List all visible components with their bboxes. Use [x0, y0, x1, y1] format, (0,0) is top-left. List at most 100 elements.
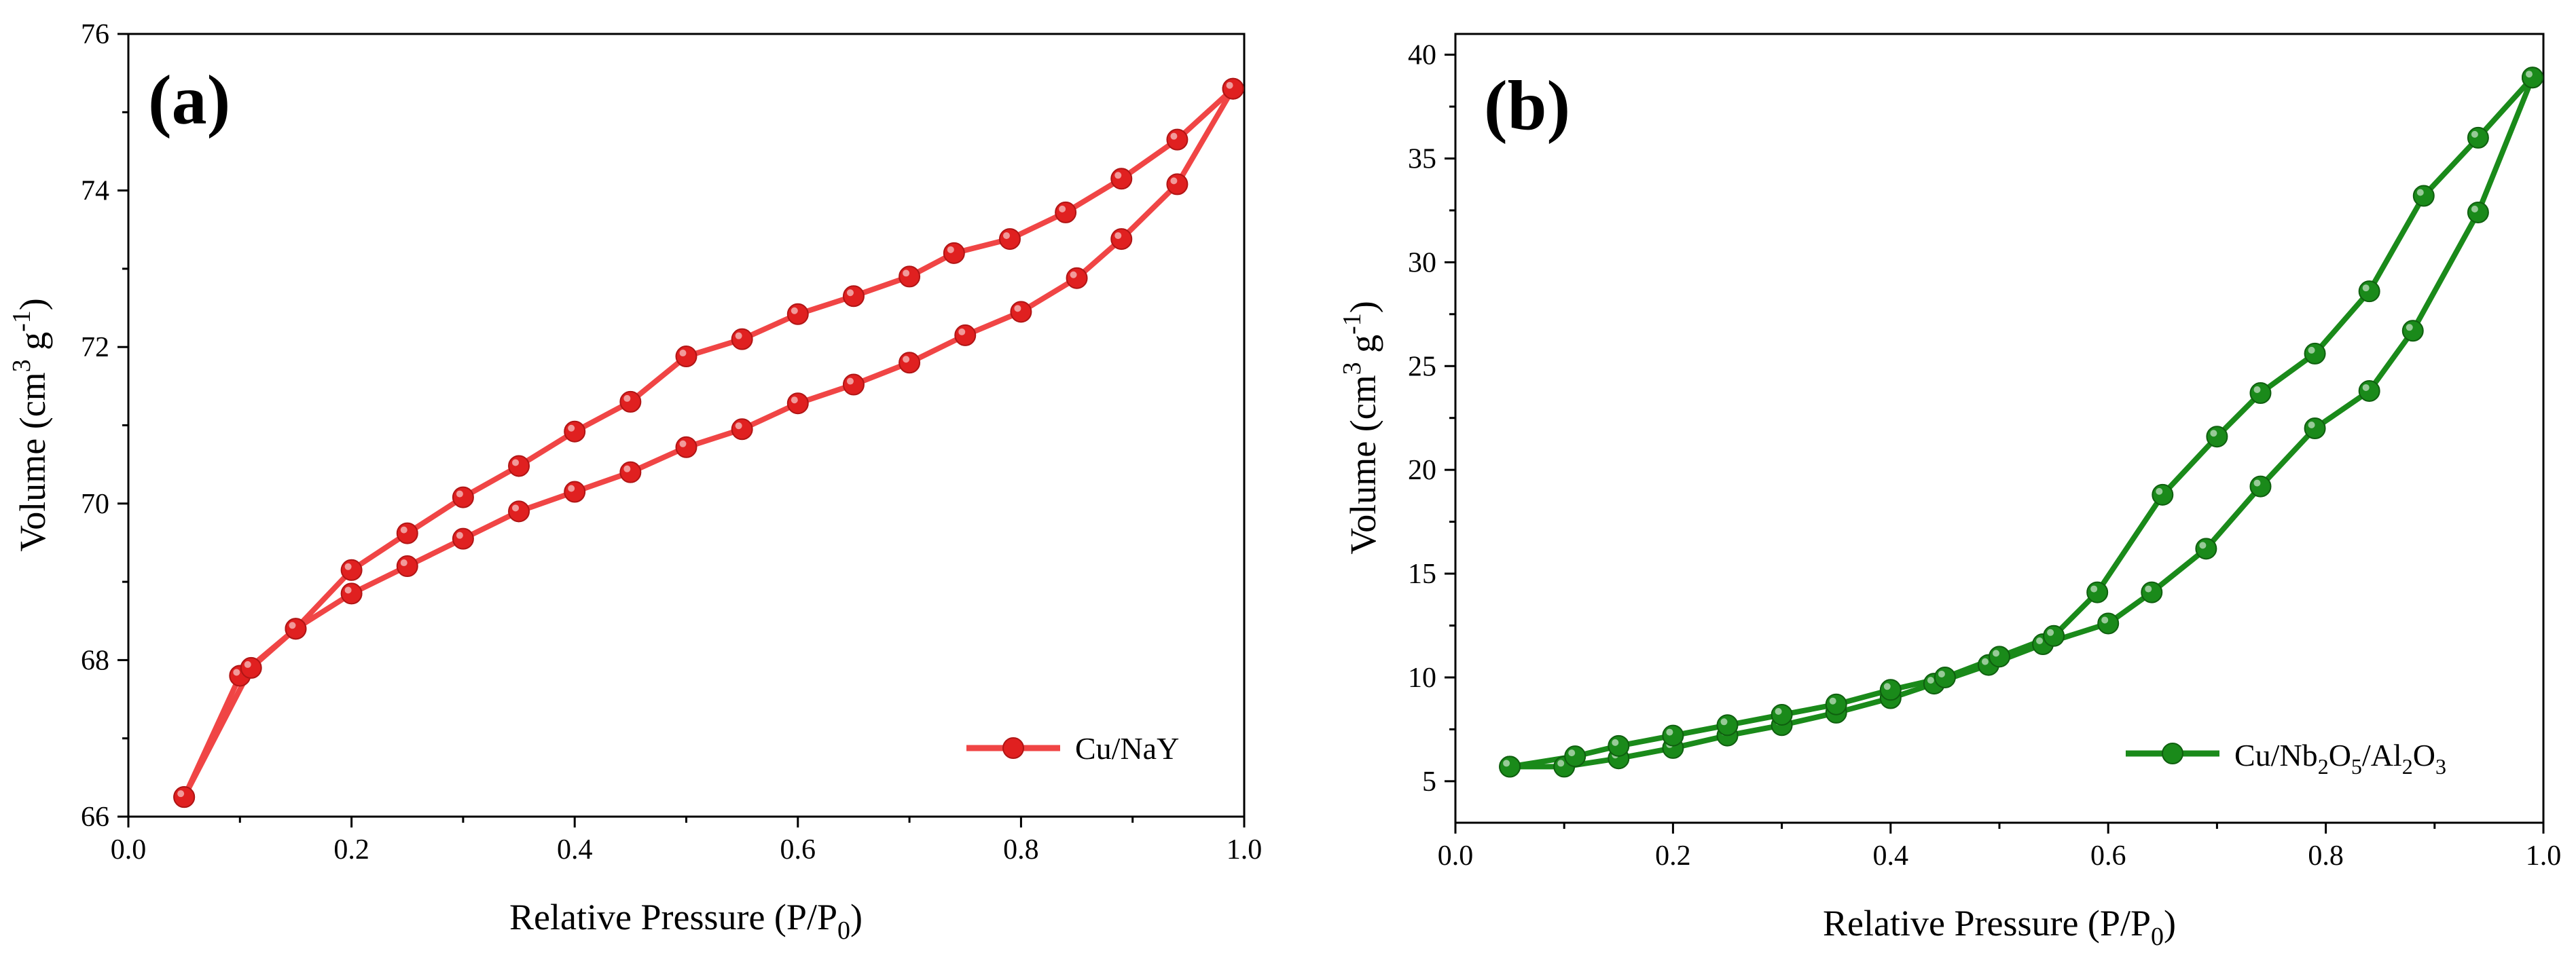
data-point-highlight: [400, 559, 407, 567]
panel-b-legend: Cu/Nb2O5/Al2O3: [2126, 738, 2446, 779]
panel-a-legend-marker: [1002, 737, 1024, 759]
panel-a-x-axis-title: Relative Pressure (P/P0): [509, 897, 863, 945]
panel-b-y-axis-title: Volume (cm3 g-1): [1338, 301, 1383, 555]
data-point-highlight: [512, 459, 520, 466]
y-tick-label: 40: [1408, 40, 1436, 71]
panel-b-series: [1509, 75, 2535, 770]
panel-b-legend-marker: [2162, 743, 2183, 764]
data-point-highlight: [512, 504, 520, 512]
data-point-highlight: [735, 422, 742, 430]
data-point-highlight: [1503, 760, 1510, 767]
data-point-highlight: [2210, 430, 2217, 437]
data-point-adsorption: [899, 352, 921, 374]
y-tick-label: 10: [1408, 663, 1436, 694]
data-point-highlight: [1114, 172, 1122, 179]
panel-a-markers: [173, 77, 1244, 808]
data-point-highlight: [846, 289, 854, 297]
data-point-desorption: [2412, 185, 2435, 207]
panel-b-x-axis-title: Relative Pressure (P/P0): [1823, 903, 2176, 951]
panel-b-x-ticks: 0.0 0.2 0.4 0.6 0.8 1.0: [1438, 823, 2561, 872]
data-point-highlight: [2362, 284, 2370, 292]
panel-a-label: (a): [148, 61, 230, 139]
y-tick-label: 72: [81, 332, 109, 363]
data-point-desorption: [943, 242, 965, 264]
data-point-highlight: [2090, 585, 2098, 593]
x-tick-label: 0.0: [111, 834, 147, 865]
data-point-adsorption: [954, 324, 977, 346]
x-tick-label: 0.2: [1655, 840, 1691, 872]
data-point-highlight: [1226, 81, 1233, 89]
data-point-highlight: [2471, 130, 2478, 138]
data-point-adsorption: [842, 373, 865, 396]
data-point-highlight: [568, 424, 575, 432]
data-point-adsorption: [786, 392, 809, 415]
data-point-adsorption: [2097, 612, 2120, 635]
data-point-desorption: [675, 346, 697, 368]
data-point-desorption: [2304, 342, 2326, 365]
data-point-adsorption: [1010, 301, 1032, 323]
data-point-highlight: [1720, 718, 1728, 726]
panel-b-label: (b): [1484, 67, 1570, 145]
panel-a-chart: 66 68 70 72 74 76 0.0 0.2 0.4 0.6 0.8 1.0 (a) Cu/N…: [7, 19, 1262, 945]
data-point-highlight: [623, 465, 631, 472]
x-tick-label: 0.4: [1873, 840, 1909, 872]
y-tick-label: 76: [81, 19, 109, 50]
panel-b-y-ticks: 5 10 15 20 25 30 35 40: [1408, 40, 1455, 798]
panel-b-plot-frame: [1454, 33, 2545, 824]
data-point-desorption: [1608, 734, 1630, 757]
data-point-adsorption: [619, 461, 642, 483]
data-point-highlight: [289, 622, 296, 629]
panel-a-plot-frame: [127, 33, 1246, 818]
data-point-adsorption: [2304, 417, 2326, 439]
data-point-desorption: [2521, 67, 2543, 89]
x-tick-label: 0.6: [780, 834, 816, 865]
data-point-highlight: [1070, 271, 1077, 278]
panel-a-legend-label: Cu/NaY: [1075, 731, 1179, 766]
data-point-desorption: [1989, 646, 2010, 668]
data-point-highlight: [2199, 542, 2207, 549]
data-point-highlight: [2047, 629, 2054, 636]
data-point-highlight: [400, 526, 407, 534]
series-line-adsorption: [1510, 76, 2535, 770]
y-tick-label: 70: [81, 489, 109, 520]
x-tick-label: 0.8: [2308, 840, 2344, 872]
data-point-highlight: [1883, 683, 1891, 690]
data-point-highlight: [1993, 650, 1999, 657]
data-point-adsorption: [2249, 475, 2272, 498]
panel-b-legend-label: Cu/Nb2O5/Al2O3: [2234, 738, 2446, 779]
y-tick-label: 20: [1408, 455, 1436, 486]
data-point-highlight: [1002, 232, 1010, 240]
data-point-highlight: [233, 669, 240, 676]
panel-b-markers: [1499, 67, 2543, 778]
data-point-highlight: [1612, 739, 1619, 746]
data-point-adsorption: [675, 436, 697, 458]
data-point-desorption: [786, 303, 809, 325]
data-point-highlight: [2471, 205, 2478, 212]
panel-a-x-ticks: 0.0 0.2 0.4 0.6 0.8 1.0: [111, 817, 1262, 865]
data-point-desorption: [2086, 581, 2109, 603]
data-point-highlight: [1170, 132, 1178, 140]
data-point-adsorption: [452, 527, 474, 550]
data-point-highlight: [903, 269, 910, 277]
data-point-desorption: [1222, 77, 1244, 100]
data-point-adsorption: [2401, 320, 2424, 342]
y-tick-label: 66: [81, 802, 109, 833]
data-point-highlight: [456, 490, 463, 498]
panel-a-y-ticks: 66 68 70 72 74 76: [81, 19, 128, 833]
data-point-desorption: [842, 285, 865, 308]
data-point-highlight: [1568, 749, 1576, 757]
data-point-highlight: [735, 332, 742, 339]
data-point-highlight: [2253, 386, 2261, 394]
data-point-desorption: [564, 420, 586, 443]
data-point-highlight: [2416, 189, 2424, 196]
data-point-desorption: [2467, 126, 2489, 149]
data-point-desorption: [1564, 745, 1586, 768]
y-tick-label: 35: [1408, 143, 1436, 174]
data-point-desorption: [899, 265, 921, 288]
data-point-highlight: [1829, 697, 1836, 705]
x-tick-label: 0.0: [1438, 840, 1474, 872]
data-point-desorption: [1825, 693, 1847, 715]
data-point-desorption: [619, 390, 642, 413]
data-point-highlight: [947, 246, 954, 253]
